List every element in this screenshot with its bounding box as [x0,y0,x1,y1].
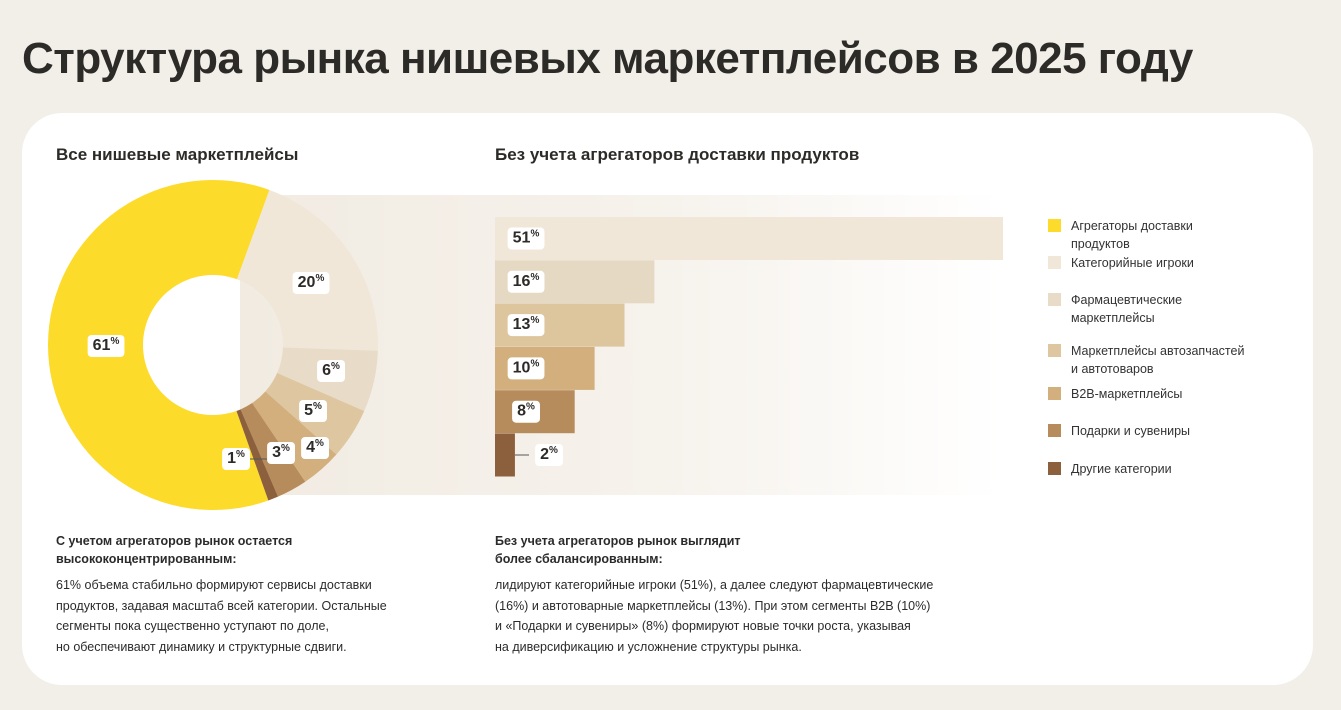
note: Без учета агрегаторов рынок выглядит боле… [495,532,935,658]
note-heading: С учетом агрегаторов рынок остается высок… [56,532,496,568]
legend-label: Агрегаторы доставки продуктов [1071,219,1193,251]
legend-swatch [1048,387,1061,400]
legend-swatch [1048,344,1061,357]
label-box [507,227,545,250]
label-box [87,335,125,357]
legend-swatch [1048,219,1061,232]
legend-label: B2B-маркетплейсы [1071,387,1183,401]
value-label: 10% [507,357,545,380]
note-heading-line: высококонцентрированным: [56,552,237,566]
label-box [301,437,329,459]
value-label-text: 10% [513,358,540,377]
value-label: 20% [292,272,330,294]
value-label: 5% [299,400,327,422]
pie-slice [236,409,279,501]
note-heading: Без учета агрегаторов рынок выглядит боле… [495,532,935,568]
note-heading-line: Без учета агрегаторов рынок выглядит [495,534,741,548]
value-label: 51% [507,227,545,250]
label-box [292,272,330,294]
note-text-line: сегменты пока существенно уступают по до… [56,619,329,634]
legend-swatch [1048,462,1061,475]
value-label-text: 4% [306,438,324,457]
legend-item: Маркетплейсы автозапчастей и автотоваров [1048,342,1268,378]
value-label-text: 3% [272,443,290,462]
value-label-text: 61% [93,336,120,355]
value-label: 3% [267,442,295,464]
legend-item: Агрегаторы доставки продуктов [1048,217,1268,253]
label-box [512,400,540,423]
value-label-text: 8% [517,401,535,420]
value-label-text: 51% [513,228,540,247]
value-label: 4% [301,437,329,459]
legend-item: Фармацевтические маркетплейсы [1048,291,1268,327]
note-text-line: 61% объема стабильно формируют сервисы д… [56,578,372,592]
pie-slice [252,391,337,482]
value-label: 2% [535,444,563,466]
legend-label: Маркетплейсы автозапчастей и автотоваров [1071,344,1245,376]
note-text-line: (16%) и автотоварные маркетплейсы (13%).… [495,598,931,613]
legend-label: Категорийные игроки [1071,256,1194,270]
value-label-text: 13% [513,315,540,334]
legend-label: Другие категории [1071,462,1172,476]
note-text-line: и «Подарки и сувениры» (8%) формируют но… [495,619,911,634]
legend-item: Другие категории [1048,460,1268,478]
bar [495,217,1003,260]
note-text-line: на диверсификацию и усложнение структуры… [495,640,802,655]
value-label: 16% [507,270,545,293]
value-label-text: 20% [298,273,325,292]
page-title: Структура рынка нишевых маркетплейсов в … [22,34,1193,83]
label-box [299,400,327,422]
label-box [222,448,250,470]
bar [495,433,515,477]
value-label-text: 16% [513,271,540,290]
note-text: 61% объема стабильно формируют сервисы д… [56,575,496,658]
note-text: лидируют категорийные игроки (51%), а да… [495,575,935,658]
label-box [535,444,563,466]
chart-title: Все нишевые маркетплейсы [56,145,299,164]
label-box [267,442,295,464]
pie-slice [236,189,378,351]
value-label-text: 1% [227,449,245,468]
label-box [507,357,545,380]
value-label: 61% [87,335,125,357]
legend-item: Подарки и сувениры [1048,422,1268,440]
note-text-line: но обеспечивают динамику и структурные с… [56,640,347,655]
note-text-line: лидируют категорийные игроки (51%), а да… [495,578,934,592]
value-label-text: 6% [322,361,340,380]
label-box [507,314,545,337]
legend-item: B2B-маркетплейсы [1048,385,1268,403]
label-box [507,270,545,293]
legend-label: Подарки и сувениры [1071,424,1191,438]
value-label: 13% [507,314,545,337]
chart-title: Без учета агрегаторов доставки продуктов [495,145,860,164]
legend-swatch [1048,293,1061,306]
value-label-text: 5% [304,401,322,420]
legend-swatch [1048,424,1061,437]
note: С учетом агрегаторов рынок остается высок… [56,532,496,658]
note-heading-line: С учетом агрегаторов рынок остается [56,534,293,548]
pie-slice [47,179,270,511]
legend-label: Фармацевтические маркетплейсы [1071,293,1183,325]
legend-swatch [1048,256,1061,269]
value-label-text: 2% [540,445,558,464]
legend-item: Категорийные игроки [1048,254,1268,272]
value-label: 1% [222,448,250,470]
note-heading-line: более сбалансированным: [495,552,663,566]
label-box [317,360,345,382]
note-text-line: продуктов, задавая масштаб всей категори… [56,598,387,613]
value-label: 8% [512,400,540,423]
value-label: 6% [317,360,345,382]
